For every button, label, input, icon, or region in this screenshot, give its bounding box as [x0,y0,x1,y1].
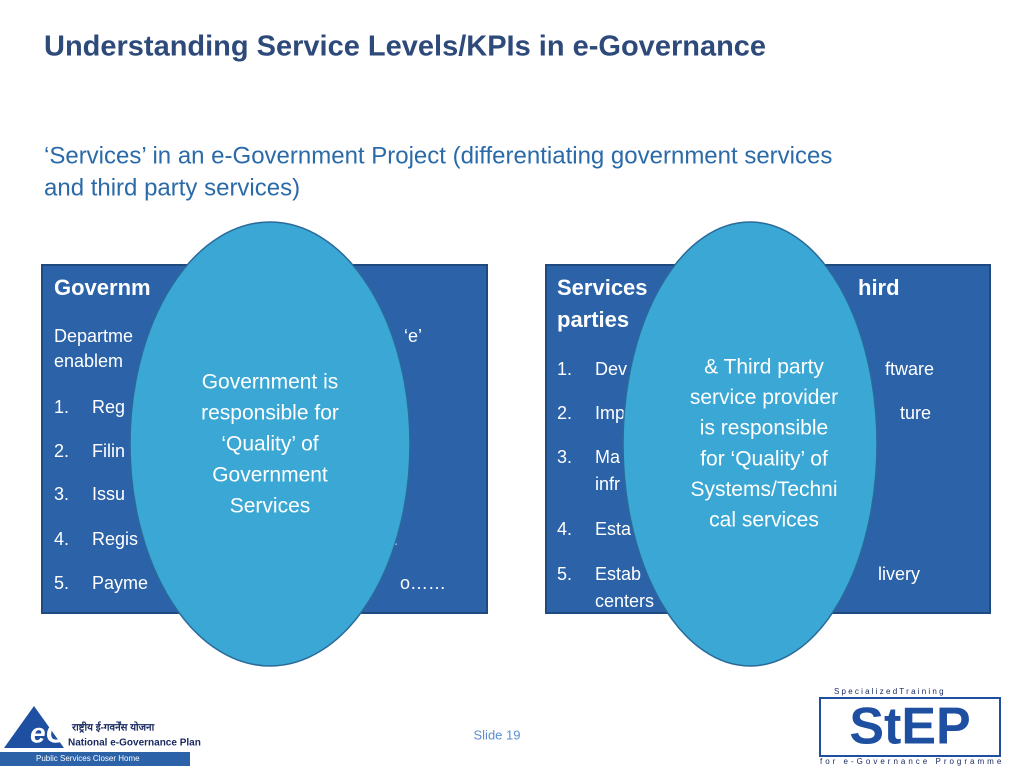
oval-text: for ‘Quality’ of [700,447,828,470]
item-number: 3. [557,447,572,467]
item-text: Ma [595,447,621,467]
item-text: ftware [885,359,934,379]
item-text: Esta [595,519,632,539]
logo-text: S p e c i a l i z e d T r a i n i n g [834,687,944,696]
item-text: Imp [595,403,625,423]
box-text: Departme [54,326,133,346]
box-heading: parties [557,307,629,332]
item-text: Estab [595,564,641,584]
oval-text: Government [212,464,328,487]
item-text: Filin [92,441,125,461]
box-heading: hird [858,275,900,300]
item-text: infr [595,474,620,494]
box-heading: Services [557,275,648,300]
slide-number: Slide 19 [474,727,521,742]
logo-text: Public Services Closer Home [36,754,140,763]
oval-text: responsible for [201,402,339,425]
item-text: o…… [400,573,446,593]
oval-text: Services [230,495,311,518]
logo-text: राष्ट्रीय ई-गवर्नेंस योजना [71,721,155,734]
item-number: 4. [54,529,69,549]
oval-text: ‘Quality’ of [221,433,318,456]
item-text: Dev [595,359,627,379]
item-text: centers [595,591,654,611]
box-text: enablem [54,351,123,371]
subtitle: and third party services) [44,174,300,201]
logo-text: for e-Governance Programme [820,757,1004,766]
subtitle: ‘Services’ in an e-Government Project (d… [44,142,832,169]
item-number: 1. [557,359,572,379]
negp-logo: eG राष्ट्रीय ई-गवर्नेंस योजना National e… [0,706,201,766]
item-number: 2. [557,403,572,423]
item-text: Regis [92,529,138,549]
title: Understanding Service Levels/KPIs in e-G… [44,31,766,63]
oval-text: Government is [202,371,339,394]
item-number: 1. [54,397,69,417]
oval-text: Systems/Techni [690,478,837,501]
item-text: Reg [92,397,125,417]
item-text: ture [900,403,931,423]
item-text: Issu [92,484,125,504]
logo-mark: eG [30,717,67,748]
box-heading: Governm [54,275,151,300]
item-number: 5. [557,564,572,584]
right-oval [622,221,878,667]
logo-text: National e-Governance Plan [68,738,201,749]
logo-mark: StEP [849,698,970,756]
box-text: ‘e’ [404,326,422,346]
oval-text: service provider [690,386,838,409]
item-text: livery [878,564,920,584]
oval-text: & Third party [704,356,824,379]
oval-text: is responsible [700,417,828,440]
left-oval [129,221,411,667]
item-text: Payme [92,573,148,593]
item-number: 2. [54,441,69,461]
step-logo: S p e c i a l i z e d T r a i n i n g St… [819,687,1004,766]
oval-text: cal services [709,509,819,532]
item-number: 5. [54,573,69,593]
item-number: 3. [54,484,69,504]
item-number: 4. [557,519,572,539]
